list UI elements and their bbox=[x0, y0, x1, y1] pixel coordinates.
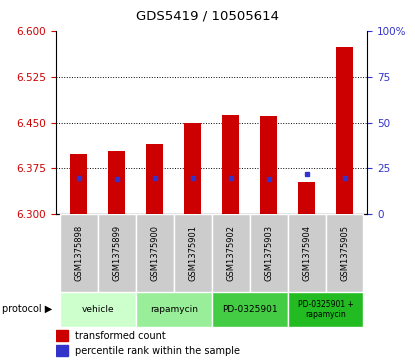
Text: percentile rank within the sample: percentile rank within the sample bbox=[75, 346, 240, 355]
Text: GSM1375903: GSM1375903 bbox=[264, 225, 273, 281]
Text: GSM1375899: GSM1375899 bbox=[112, 225, 121, 281]
Bar bbox=[260, 117, 277, 214]
Bar bbox=[288, 292, 364, 327]
Bar bbox=[184, 122, 201, 214]
Bar bbox=[212, 214, 249, 292]
Bar bbox=[212, 292, 288, 327]
Text: PD-0325901: PD-0325901 bbox=[222, 305, 277, 314]
Bar bbox=[108, 151, 125, 214]
Text: GSM1375900: GSM1375900 bbox=[150, 225, 159, 281]
Bar bbox=[136, 214, 174, 292]
Bar bbox=[60, 214, 98, 292]
Text: GSM1375904: GSM1375904 bbox=[302, 225, 311, 281]
Bar bbox=[174, 214, 212, 292]
Bar bbox=[222, 115, 239, 214]
Bar bbox=[336, 47, 353, 214]
Bar bbox=[298, 182, 315, 214]
Text: GDS5419 / 10505614: GDS5419 / 10505614 bbox=[136, 9, 279, 22]
Bar bbox=[56, 345, 68, 356]
Bar bbox=[70, 154, 87, 214]
Text: GSM1375905: GSM1375905 bbox=[340, 225, 349, 281]
Bar bbox=[136, 292, 212, 327]
Text: GSM1375901: GSM1375901 bbox=[188, 225, 197, 281]
Text: rapamycin: rapamycin bbox=[150, 305, 198, 314]
Text: GSM1375898: GSM1375898 bbox=[74, 225, 83, 281]
Text: transformed count: transformed count bbox=[75, 331, 166, 341]
Bar bbox=[288, 214, 325, 292]
Text: PD-0325901 +
rapamycin: PD-0325901 + rapamycin bbox=[298, 300, 354, 319]
Text: protocol ▶: protocol ▶ bbox=[2, 305, 52, 314]
Bar bbox=[56, 330, 68, 341]
Text: GSM1375902: GSM1375902 bbox=[226, 225, 235, 281]
Bar bbox=[60, 292, 136, 327]
Bar bbox=[249, 214, 288, 292]
Bar bbox=[325, 214, 364, 292]
Text: vehicle: vehicle bbox=[81, 305, 114, 314]
Bar bbox=[98, 214, 136, 292]
Bar bbox=[146, 144, 163, 214]
